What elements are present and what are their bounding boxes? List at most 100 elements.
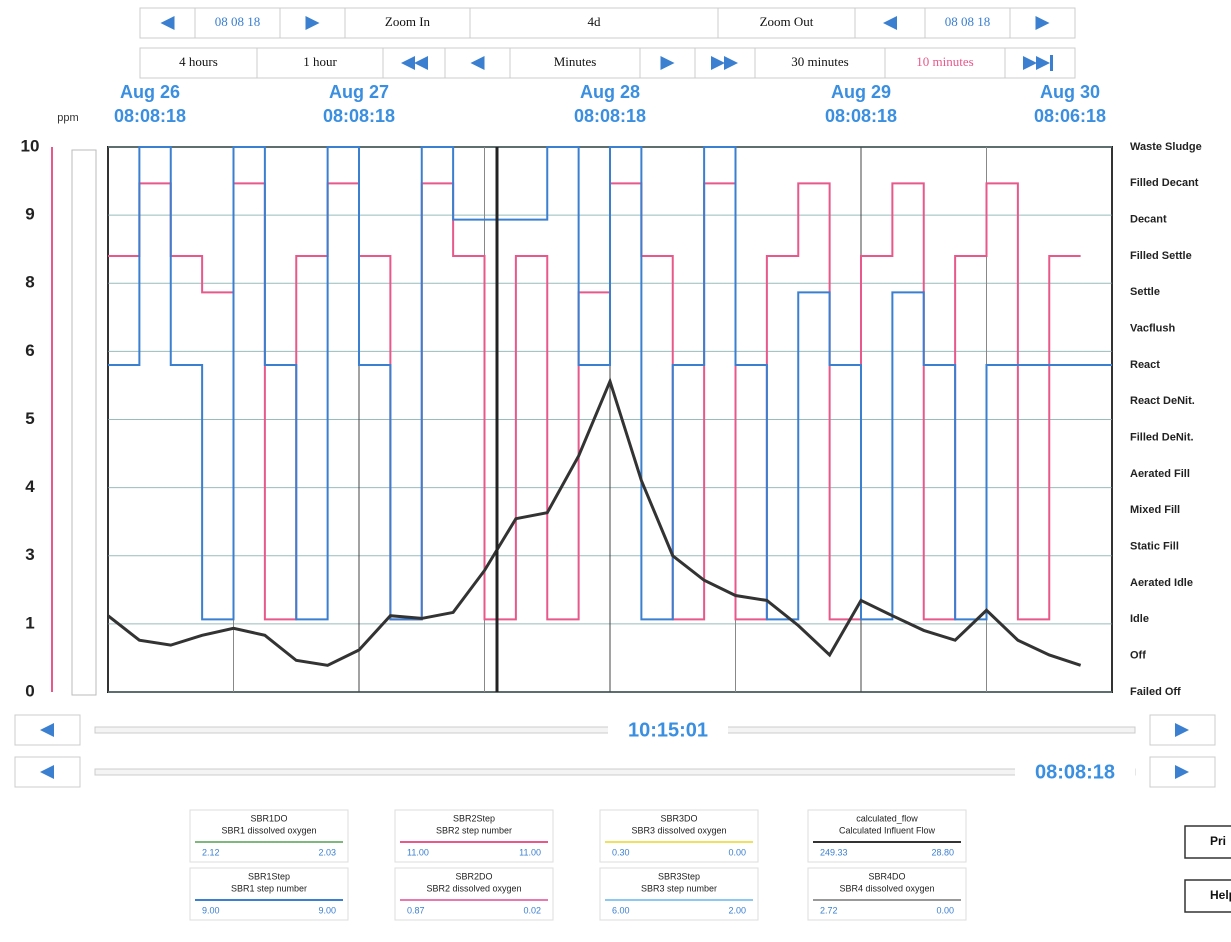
arrow-icon: [711, 56, 725, 70]
x-tick-label: Aug 26: [120, 82, 180, 102]
legend-value: 2.12: [202, 847, 220, 857]
legend-panel[interactable]: [807, 809, 967, 863]
button-label: Zoom Out: [760, 14, 814, 29]
side-button[interactable]: [1184, 879, 1231, 913]
scroll-time: 08:08:18: [1035, 761, 1115, 783]
toolbar-button[interactable]: [256, 47, 384, 79]
y2-tick-label: Settle: [1130, 286, 1160, 298]
legend-panel[interactable]: [189, 867, 349, 921]
legend-tag: SBR1DO: [250, 813, 287, 823]
toolbar-button[interactable]: [754, 47, 886, 79]
arrow-icon: [160, 16, 175, 30]
arrow-icon: [414, 56, 428, 70]
legend-description: SBR4 dissolved oxygen: [839, 883, 934, 893]
scroll-time: 10:15:01: [628, 719, 708, 741]
y2-tick-label: Failed Off: [1130, 686, 1181, 698]
toolbar-button[interactable]: [469, 7, 719, 39]
toolbar-button[interactable]: [194, 7, 281, 39]
x-tick-label: Aug 27: [329, 82, 389, 102]
y2-tick-label: Vacflush: [1130, 323, 1176, 335]
x-tick-sublabel: 08:06:18: [1034, 106, 1106, 126]
legend-tag: SBR2DO: [455, 871, 492, 881]
y2-tick-label: Filled DeNit.: [1130, 432, 1194, 444]
arrow-icon: [1023, 56, 1037, 70]
legend-description: SBR2 step number: [436, 825, 512, 835]
toolbar-button[interactable]: [884, 47, 1006, 79]
y-tick-label: 10: [21, 136, 40, 155]
side-button-label: Help: [1210, 888, 1231, 902]
toolbar-button[interactable]: [344, 7, 471, 39]
y2-tick-label: Aerated Idle: [1130, 577, 1193, 589]
scroll-label-bg: [1015, 759, 1135, 785]
series-line: [108, 146, 1112, 621]
y2-tick-label: React DeNit.: [1130, 395, 1195, 407]
arrow-icon: [724, 56, 738, 70]
button-label: 08 08 18: [215, 14, 261, 29]
legend-description: SBR1 dissolved oxygen: [221, 825, 316, 835]
y2-tick-label: Aerated Fill: [1130, 468, 1190, 480]
legend-value: 0.00: [728, 847, 746, 857]
y-tick-label: 6: [25, 341, 34, 360]
toolbar-button[interactable]: [509, 47, 641, 79]
y2-tick-label: Waste Sludge: [1130, 141, 1202, 153]
x-tick-label: Aug 29: [831, 82, 891, 102]
series-line: [107, 377, 1082, 667]
legend-tag: calculated_flow: [856, 813, 918, 823]
button-label: 4 hours: [179, 54, 218, 69]
legend-value: 249.33: [820, 847, 848, 857]
y2-tick-label: Filled Settle: [1130, 250, 1192, 262]
legend-value: 9.00: [318, 905, 336, 915]
side-button[interactable]: [1184, 825, 1231, 859]
scroll-track[interactable]: [94, 768, 1136, 776]
legend-panel[interactable]: [807, 867, 967, 921]
arrow-icon: [40, 765, 54, 779]
arrow-icon: [401, 56, 415, 70]
legend-panel[interactable]: [599, 809, 759, 863]
y2-tick-label: Mixed Fill: [1130, 504, 1180, 516]
y2-tick-label: Idle: [1130, 613, 1149, 625]
arrow-icon: [40, 723, 54, 737]
legend-value: 2.00: [728, 905, 746, 915]
legend-panel[interactable]: [394, 809, 554, 863]
y-tick-label: 1: [25, 613, 34, 632]
button-label: Zoom In: [385, 14, 431, 29]
arrow-icon: [883, 16, 897, 30]
button-label: 10 minutes: [916, 54, 973, 69]
arrow-icon: [1175, 723, 1189, 737]
legend-value: 9.00: [202, 905, 220, 915]
legend-value: 6.00: [612, 905, 630, 915]
y-tick-label: 8: [25, 273, 34, 292]
y-tick-label: 0: [25, 681, 34, 700]
x-tick-label: Aug 28: [580, 82, 640, 102]
legend-value: 0.30: [612, 847, 630, 857]
legend-value: 28.80: [931, 847, 954, 857]
scroll-button[interactable]: [14, 756, 81, 788]
legend-panel[interactable]: [599, 867, 759, 921]
legend-description: SBR3 dissolved oxygen: [631, 825, 726, 835]
arrow-icon: [1035, 16, 1050, 30]
y-tick-label: 5: [25, 409, 34, 428]
y-tick-label: 9: [25, 205, 34, 224]
scale-box: [71, 149, 97, 696]
legend-tag: SBR2Step: [453, 813, 495, 823]
y2-tick-label: Decant: [1130, 214, 1167, 226]
arrow-icon: [1036, 56, 1050, 70]
x-tick-sublabel: 08:08:18: [114, 106, 186, 126]
toolbar-button[interactable]: [924, 7, 1011, 39]
arrow-icon: [305, 16, 320, 30]
legend-description: Calculated Influent Flow: [839, 825, 936, 835]
arrow-icon: [660, 56, 675, 70]
legend-tag: SBR1Step: [248, 871, 290, 881]
y2-tick-label: React: [1130, 359, 1160, 371]
legend-panel[interactable]: [189, 809, 349, 863]
legend-value: 2.03: [318, 847, 336, 857]
y-axis-label: ppm: [57, 112, 78, 124]
legend-panel[interactable]: [394, 867, 554, 921]
scroll-label-bg: [608, 717, 728, 743]
series-line: [108, 182, 1081, 621]
side-button-label: Pri: [1210, 834, 1226, 848]
legend-tag: SBR4DO: [868, 871, 905, 881]
toolbar-button[interactable]: [139, 7, 196, 39]
arrow-icon: [470, 56, 485, 70]
